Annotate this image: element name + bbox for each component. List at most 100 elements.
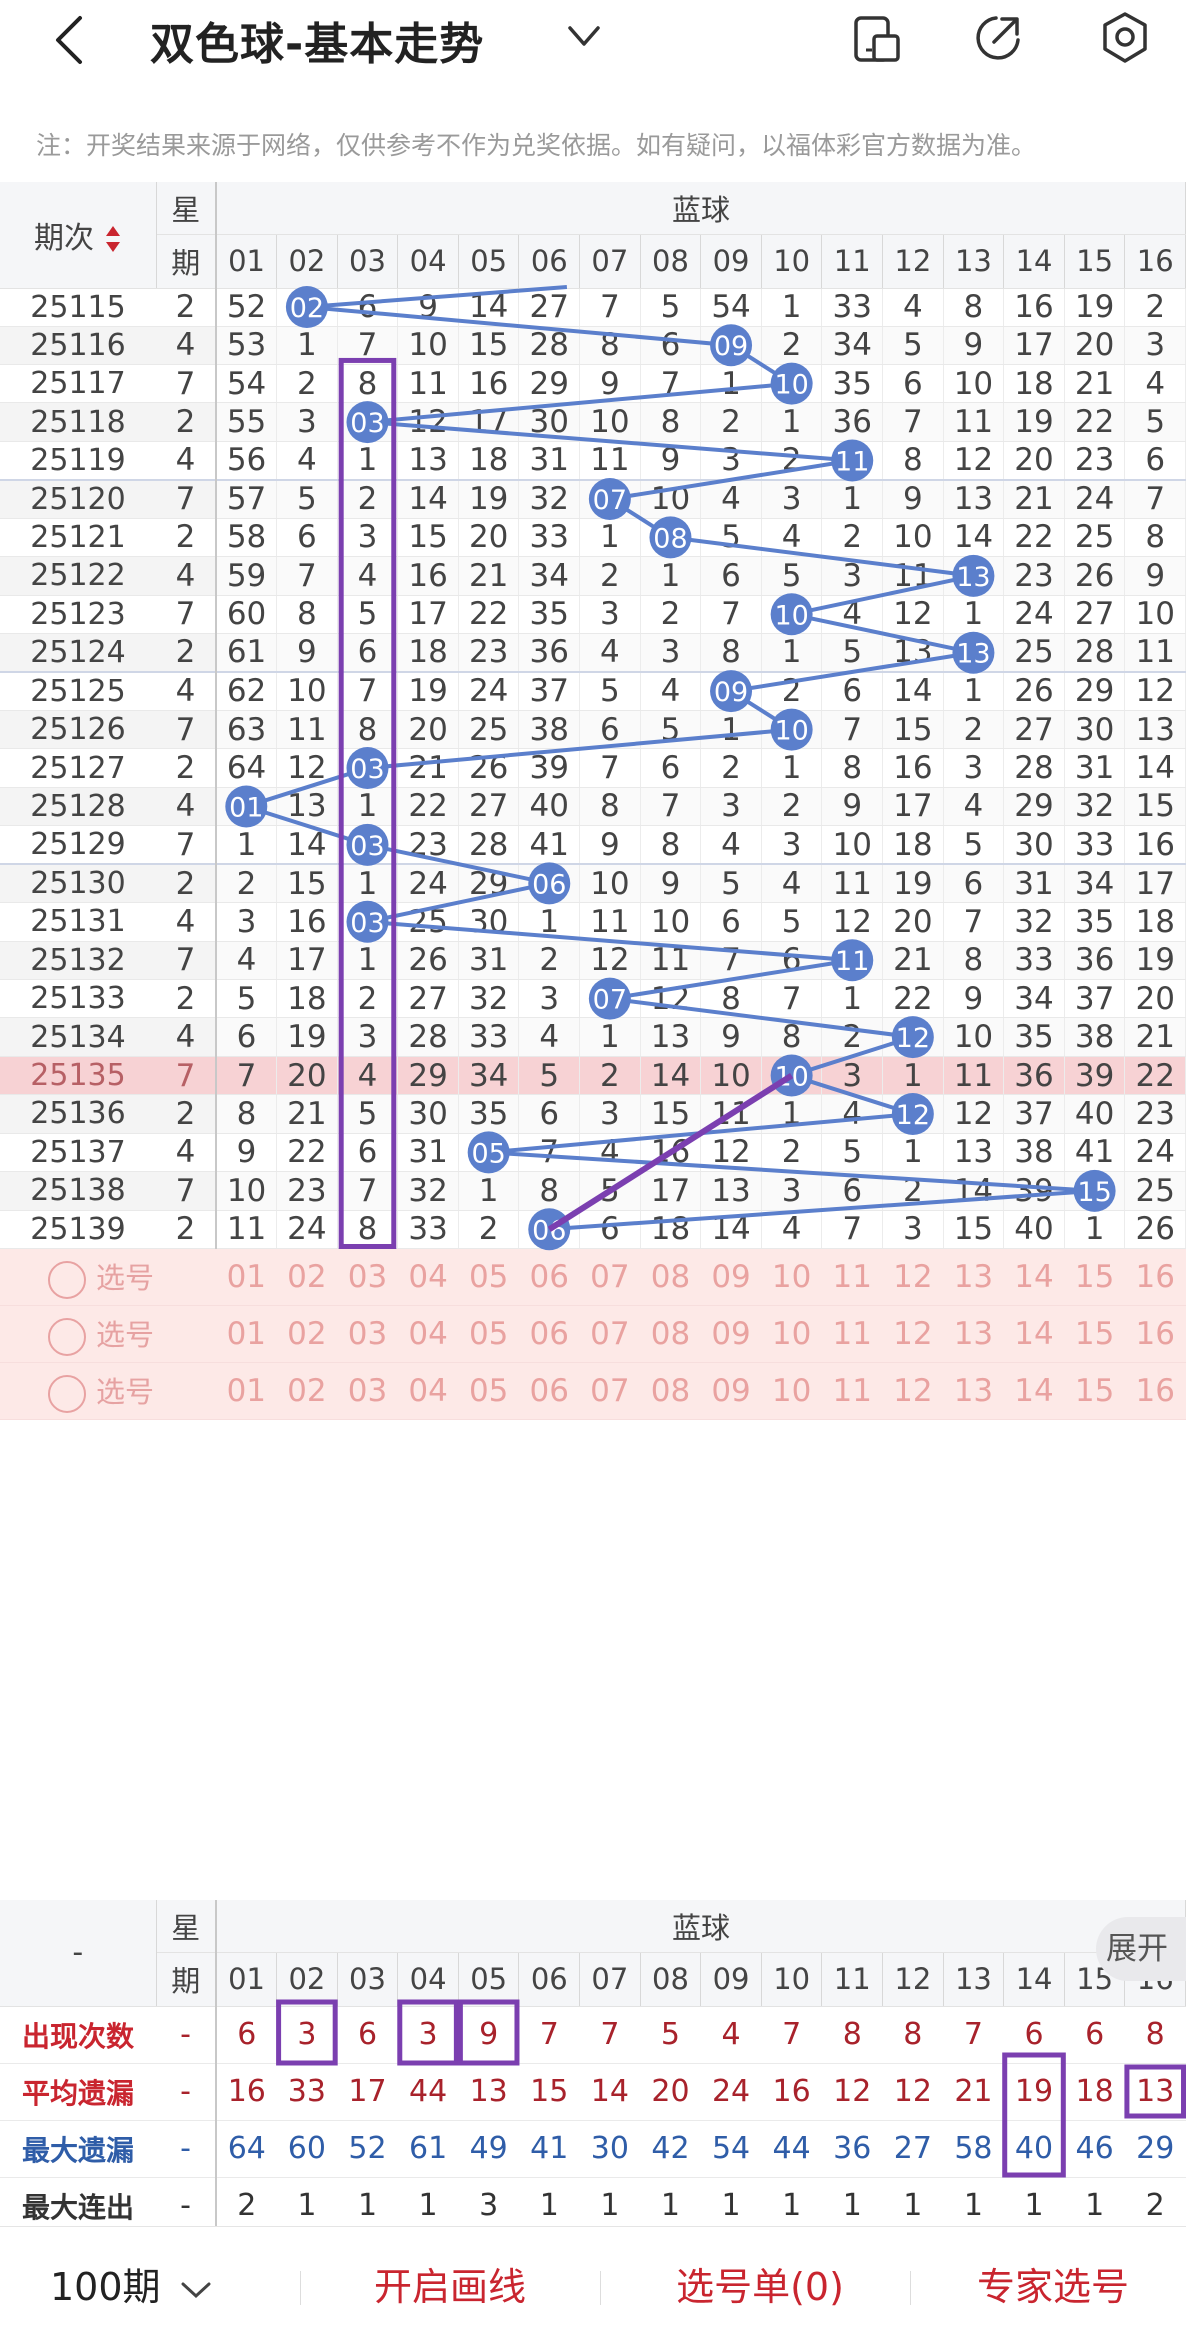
statistics-table: - 星 蓝球 期 0102030405060708091011121314151… — [0, 1900, 1186, 2235]
select-number-12[interactable]: 12 — [882, 1362, 944, 1420]
radio-circle-icon[interactable] — [48, 1375, 86, 1413]
omission-cell: 3 — [700, 787, 762, 827]
select-number-11[interactable]: 11 — [821, 1362, 883, 1420]
blue-ball-marker: 03 — [346, 900, 389, 943]
omission-cell: 28 — [458, 825, 520, 865]
select-number-03[interactable]: 03 — [337, 1248, 398, 1306]
select-number-04[interactable]: 04 — [397, 1305, 459, 1363]
omission-cell: 21 — [458, 556, 520, 596]
radio-circle-icon[interactable] — [48, 1318, 86, 1356]
draw-line-button[interactable]: 开启画线 — [373, 2265, 526, 2309]
select-number-02[interactable]: 02 — [276, 1305, 338, 1363]
select-number-13[interactable]: 13 — [943, 1362, 1004, 1420]
select-number-08[interactable]: 08 — [640, 1248, 701, 1306]
radio-circle-icon[interactable] — [48, 1261, 86, 1299]
stats-value: 61 — [397, 2120, 459, 2178]
select-number-02[interactable]: 02 — [276, 1362, 338, 1420]
select-number-11[interactable]: 11 — [821, 1248, 883, 1306]
select-number-09[interactable]: 09 — [700, 1305, 762, 1363]
sort-arrows-icon[interactable] — [104, 224, 122, 254]
select-number-06[interactable]: 06 — [518, 1362, 580, 1420]
omission-cell: 6 — [276, 518, 338, 558]
col-header-number-13: 13 — [943, 234, 1005, 289]
period-cell: 25122 — [0, 556, 156, 596]
col-header-number-09: 09 — [700, 234, 762, 289]
select-number-11[interactable]: 11 — [821, 1305, 883, 1363]
select-number-01[interactable]: 01 — [216, 1305, 277, 1363]
week-cell: 2 — [156, 518, 217, 558]
select-number-13[interactable]: 13 — [943, 1248, 1004, 1306]
select-number-05[interactable]: 05 — [458, 1362, 519, 1420]
blue-ball-marker: 13 — [952, 554, 995, 597]
select-number-07[interactable]: 07 — [579, 1362, 641, 1420]
omission-cell: 18 — [1124, 902, 1186, 942]
omission-cell: 15 — [882, 710, 944, 750]
omission-cell: 12 — [821, 902, 884, 942]
select-number-03[interactable]: 03 — [337, 1362, 398, 1420]
selection-list-button[interactable]: 选号单(0) — [676, 2265, 844, 2309]
select-number-09[interactable]: 09 — [700, 1362, 762, 1420]
select-number-10[interactable]: 10 — [761, 1248, 822, 1306]
period-header-label: 期次 — [33, 220, 94, 256]
select-number-04[interactable]: 04 — [397, 1248, 459, 1306]
share-icon[interactable] — [972, 12, 1024, 64]
select-row-toggle[interactable]: 选号 — [0, 1305, 216, 1363]
select-number-09[interactable]: 09 — [700, 1248, 762, 1306]
omission-cell: 16 — [458, 364, 520, 404]
omission-cell: 4 — [761, 863, 823, 904]
select-number-14[interactable]: 14 — [1003, 1362, 1065, 1420]
select-number-03[interactable]: 03 — [337, 1305, 398, 1363]
week-cell: 4 — [156, 902, 217, 942]
back-arrow-icon[interactable] — [50, 12, 90, 68]
select-number-10[interactable]: 10 — [761, 1362, 822, 1420]
select-number-08[interactable]: 08 — [640, 1305, 701, 1363]
select-number-16[interactable]: 16 — [1124, 1248, 1186, 1306]
select-number-08[interactable]: 08 — [640, 1362, 701, 1420]
select-row: 选号 01 02 03 04 05 06 07 08 09 10 11 12 13 14 15 16 — [0, 1362, 1186, 1420]
blue-ball-number: 13 — [956, 639, 990, 670]
select-number-02[interactable]: 02 — [276, 1248, 338, 1306]
stats-value: 12 — [882, 2063, 944, 2121]
select-number-05[interactable]: 05 — [458, 1305, 519, 1363]
phone-switch-icon[interactable] — [852, 14, 904, 64]
blue-ball-marker: 07 — [588, 477, 631, 520]
select-number-10[interactable]: 10 — [761, 1305, 822, 1363]
select-number-13[interactable]: 13 — [943, 1305, 1004, 1363]
omission-cell: 10 — [943, 364, 1005, 404]
blue-ball-marker: 07 — [588, 977, 631, 1020]
chevron-down-icon[interactable] — [566, 18, 602, 58]
select-number-06[interactable]: 06 — [518, 1248, 580, 1306]
select-number-01[interactable]: 01 — [216, 1362, 277, 1420]
expand-button[interactable]: 展开 — [1096, 1917, 1186, 1981]
select-number-07[interactable]: 07 — [579, 1248, 641, 1306]
period-cell: 25138 — [0, 1171, 156, 1211]
select-number-15[interactable]: 15 — [1064, 1248, 1125, 1306]
select-row-toggle[interactable]: 选号 — [0, 1248, 216, 1306]
select-number-06[interactable]: 06 — [518, 1305, 580, 1363]
select-number-07[interactable]: 07 — [579, 1305, 641, 1363]
select-number-16[interactable]: 16 — [1124, 1305, 1186, 1363]
omission-cell: 10 — [579, 402, 641, 442]
period-selector[interactable]: 100期 — [50, 2227, 250, 2347]
omission-cell: 54 — [700, 288, 762, 327]
select-number-04[interactable]: 04 — [397, 1362, 459, 1420]
expert-pick-button[interactable]: 专家选号 — [976, 2265, 1129, 2309]
select-number-14[interactable]: 14 — [1003, 1305, 1065, 1363]
select-number-16[interactable]: 16 — [1124, 1362, 1186, 1420]
blue-ball-number: 13 — [956, 562, 990, 593]
select-row-toggle[interactable]: 选号 — [0, 1362, 216, 1420]
select-number-05[interactable]: 05 — [458, 1248, 519, 1306]
omission-cell: 9 — [579, 825, 641, 865]
select-number-12[interactable]: 12 — [882, 1248, 944, 1306]
select-number-15[interactable]: 15 — [1064, 1305, 1125, 1363]
omission-cell: 3 — [761, 478, 823, 519]
period-header[interactable]: 期次 — [0, 182, 157, 289]
omission-cell: 35 — [1064, 902, 1126, 942]
col-header-number-11: 11 — [821, 234, 884, 289]
select-number-01[interactable]: 01 — [216, 1248, 277, 1306]
blue-ball-marker: 11 — [831, 439, 874, 482]
settings-icon[interactable] — [1098, 10, 1152, 66]
select-number-14[interactable]: 14 — [1003, 1248, 1065, 1306]
select-number-15[interactable]: 15 — [1064, 1362, 1125, 1420]
select-number-12[interactable]: 12 — [882, 1305, 944, 1363]
